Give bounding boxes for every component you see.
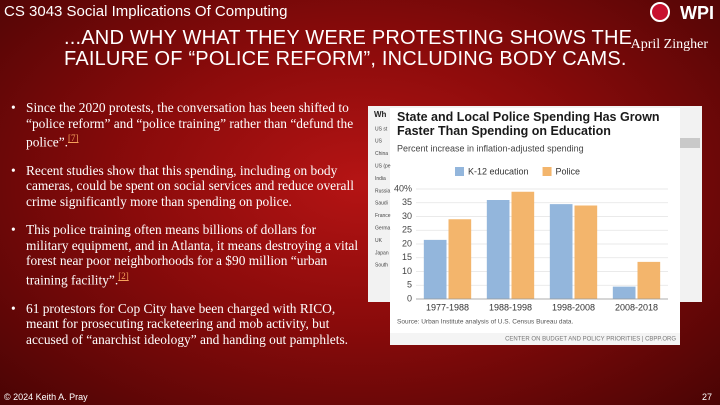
- bullet: Recent studies show that this spending, …: [8, 163, 360, 210]
- background-label: Russia: [375, 188, 391, 194]
- background-label: US (pe: [375, 164, 391, 170]
- bullet-text: Since the 2020 protests, the conversatio…: [26, 100, 354, 150]
- bullet: Since the 2020 protests, the conversatio…: [8, 100, 360, 150]
- bar: [486, 200, 510, 299]
- y-tick-label: 40%: [394, 183, 412, 193]
- chart-credit: CENTER ON BUDGET AND POLICY PRIORITIES |…: [505, 337, 676, 343]
- y-tick-label: 35: [402, 197, 412, 207]
- chart-source: Source: Urban Institute analysis of U.S.…: [397, 319, 574, 326]
- background-heading: Wh: [374, 110, 387, 119]
- y-tick-label: 10: [402, 266, 412, 276]
- background-label: India: [375, 176, 386, 182]
- citation-link[interactable]: [7]: [68, 133, 79, 143]
- chart-panel: [390, 108, 680, 345]
- legend-label: Police: [556, 166, 581, 176]
- y-tick-label: 30: [402, 211, 412, 221]
- bar: [549, 204, 573, 299]
- background-label: France: [375, 213, 391, 219]
- y-tick-label: 15: [402, 252, 412, 262]
- x-tick-label: 2008-2018: [615, 302, 658, 312]
- copyright: © 2024 Keith A. Pray: [4, 392, 88, 402]
- chart-subtitle: Percent increase in inflation-adjusted s…: [397, 143, 584, 153]
- x-tick-label: 1988-1998: [489, 302, 532, 312]
- x-tick-label: 1998-2008: [552, 302, 595, 312]
- bar: [511, 191, 535, 299]
- bullet-text: 61 protestors for Cop City have been cha…: [26, 300, 349, 347]
- bullet-text: Recent studies show that this spending, …: [26, 162, 354, 209]
- background-label: Germa: [375, 226, 391, 232]
- author: April Zingher: [630, 37, 708, 52]
- y-tick-label: 25: [402, 225, 412, 235]
- background-label: US: [375, 139, 383, 145]
- bar: [612, 286, 636, 299]
- bar: [423, 239, 447, 299]
- y-tick-label: 5: [407, 280, 412, 290]
- background-label: Japan: [375, 250, 389, 256]
- background-label: UK: [375, 238, 383, 244]
- bar: [574, 205, 598, 299]
- bullet-list: Since the 2020 protests, the conversatio…: [8, 100, 360, 360]
- logo: WPI: [680, 3, 714, 23]
- slide-title: ...AND WHY WHAT THEY WERE PROTESTING SHO…: [64, 27, 633, 70]
- background-label: China: [375, 151, 388, 157]
- chart-credit-bar: [390, 333, 680, 345]
- legend-swatch: [542, 167, 552, 176]
- y-tick-label: 20: [402, 238, 412, 248]
- bullet-text: This police training often means billion…: [26, 222, 359, 288]
- bar: [637, 261, 661, 299]
- background-label: South: [375, 263, 388, 269]
- logo-seal: [650, 2, 670, 22]
- background-label: US st: [375, 126, 388, 132]
- legend-swatch: [455, 167, 464, 176]
- background-label: Saudi: [375, 201, 388, 207]
- background-cell: [680, 138, 700, 148]
- bar: [448, 219, 472, 299]
- y-tick-label: 0: [407, 293, 412, 303]
- x-tick-label: 1977-1988: [426, 302, 469, 312]
- course-title: CS 3043 Social Implications Of Computing: [4, 3, 288, 20]
- bullet: 61 protestors for Cop City have been cha…: [8, 301, 360, 348]
- bullet: This police training often means billion…: [8, 222, 360, 287]
- page-number: 27: [701, 392, 712, 402]
- citation-link[interactable]: [2]: [118, 270, 129, 281]
- chart-title: State and Local Police Spending Has Grow…: [397, 110, 660, 138]
- legend-label: K-12 education: [468, 166, 529, 176]
